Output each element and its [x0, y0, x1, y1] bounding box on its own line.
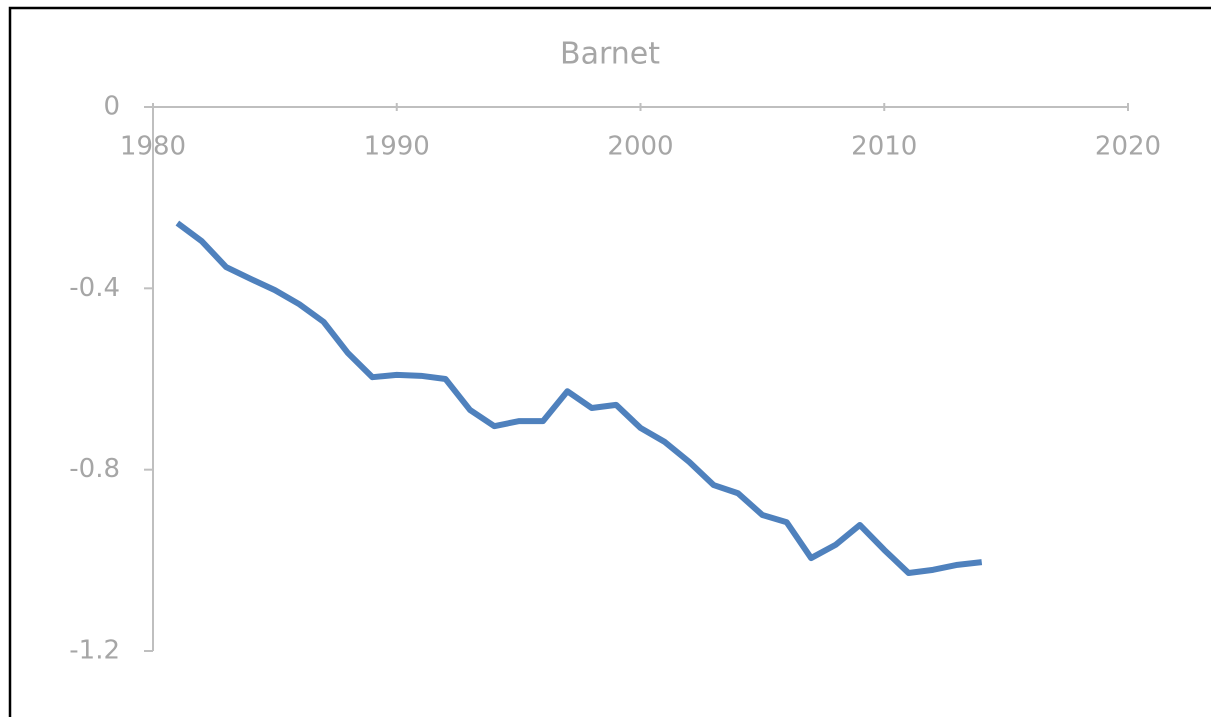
x-tick-label: 1980	[120, 132, 186, 162]
x-tick-label: 2000	[607, 132, 673, 162]
y-tick-label: 0	[103, 92, 120, 122]
y-tick-label: -1.2	[69, 636, 120, 666]
x-tick-label: 2020	[1095, 132, 1161, 162]
x-tick-label: 1990	[364, 132, 430, 162]
y-tick-label: -0.4	[69, 273, 120, 303]
frame	[8, 6, 1211, 721]
y-tick-label: -0.8	[69, 454, 120, 484]
chart-title: Barnet	[560, 37, 660, 72]
line	[175, 220, 983, 577]
x-tick-label: 2010	[851, 132, 917, 162]
